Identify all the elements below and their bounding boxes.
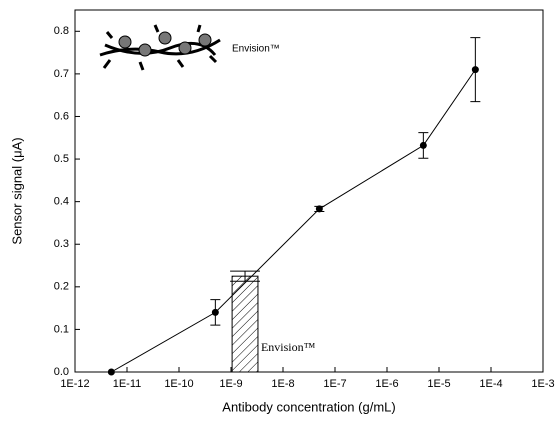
y-tick-label: 0.8: [54, 25, 69, 37]
y-tick-label: 0.5: [54, 153, 69, 165]
antibody-icon: [99, 24, 221, 71]
y-tick-label: 0.4: [54, 196, 69, 208]
x-tick-label: 1E-4: [479, 378, 502, 390]
x-tick-label: 1E-8: [271, 378, 294, 390]
point: [471, 66, 479, 74]
bar-error: [230, 270, 260, 282]
point: [419, 141, 427, 149]
point: [315, 205, 323, 213]
y-tick-label: 0.1: [54, 323, 69, 335]
x-tick-label: 1E-3: [531, 378, 554, 390]
plot-frame: [74, 9, 544, 373]
x-tick-label: 1E-7: [323, 378, 346, 390]
point: [107, 368, 115, 376]
y-tick-label: 0.0: [54, 366, 69, 378]
y-tick-label: 0.3: [54, 238, 69, 250]
x-tick-label: 1E-6: [375, 378, 398, 390]
x-tick-label: 1E-12: [60, 378, 89, 390]
bar-label: Envision™: [261, 340, 316, 354]
x-tick-label: 1E-9: [219, 378, 242, 390]
x-axis-title: Antibody concentration (g/mL): [222, 399, 395, 414]
x-tick-label: 1E-11: [113, 378, 142, 390]
y-tick-label: 0.2: [54, 281, 69, 293]
bar: [231, 275, 259, 373]
line: [111, 69, 476, 373]
y-tick-label: 0.7: [54, 68, 69, 80]
y-axis-title: Sensor signal (μA): [9, 137, 24, 244]
x-tick-label: 1E-5: [427, 378, 450, 390]
point: [211, 308, 219, 316]
y-tick-label: 0.6: [54, 110, 69, 122]
x-tick-label: 1E-10: [164, 378, 193, 390]
icon-label: Envision™: [232, 44, 280, 55]
